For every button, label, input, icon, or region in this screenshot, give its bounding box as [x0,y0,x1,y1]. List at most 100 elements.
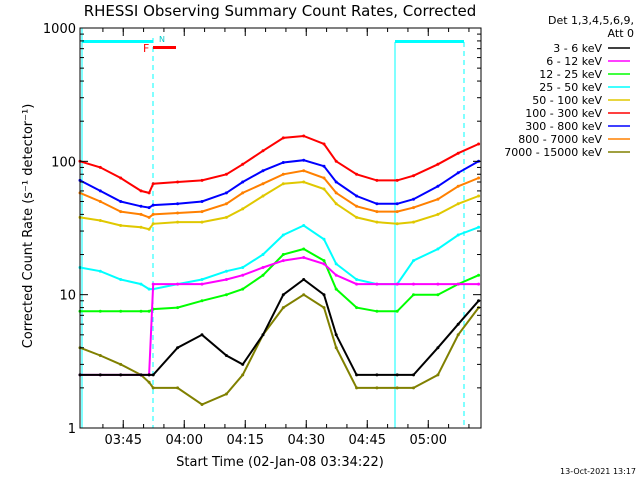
data-point [139,189,143,193]
data-point [322,176,326,180]
timestamp: 13-Oct-2021 13:17 [560,467,636,476]
data-point [224,392,228,396]
chart-title: RHESSI Observing Summary Count Rates, Co… [84,2,477,20]
data-point [456,233,460,237]
data-point [302,293,306,297]
data-point [147,287,151,291]
data-point [355,306,359,310]
series-line-7 [79,159,480,209]
series-line-1 [80,278,480,376]
data-point [334,273,338,277]
data-point [322,259,326,263]
data-point [224,172,228,176]
data-point [151,386,155,390]
series-line-9 [79,293,480,406]
legend-label: 300 - 800 keV [525,120,602,133]
data-point [241,191,245,195]
x-tick-label: 03:45 [105,433,142,448]
data-point [241,207,245,211]
x-tick-label: 04:45 [349,433,386,448]
data-point [302,278,306,281]
data-point [355,172,359,176]
data-point [375,178,379,182]
x-axis-label: Start Time (02-Jan-08 03:34:22) [176,455,384,470]
data-point [375,202,379,206]
data-point [334,191,338,195]
data-point [139,204,143,208]
data-point [322,187,326,191]
data-point [200,282,204,286]
data-point [395,282,399,286]
data-point [302,247,306,251]
data-point [395,222,399,226]
data-point [139,309,143,313]
data-point [147,206,151,210]
series-line-5 [79,180,479,231]
data-point [334,287,338,291]
data-point [98,165,102,169]
data-point [261,182,265,186]
flare-label: F [143,42,149,55]
data-point [139,282,143,286]
flare-bar [153,46,176,49]
x-tick-label: 04:30 [288,433,325,448]
data-point [119,362,123,366]
data-point [281,259,285,263]
data-point [456,202,460,206]
data-point [412,293,415,297]
data-point [281,306,285,310]
data-point [98,189,102,193]
night-periods: N [81,28,465,428]
data-point [302,158,306,162]
y-axis-label: Corrected Count Rate (s⁻¹ detector⁻¹) [21,104,36,349]
data-point [151,182,155,186]
data-point [151,373,155,377]
data-point [224,215,228,219]
data-point [281,172,285,176]
data-point [477,273,481,277]
data-point [395,373,399,377]
data-point [151,212,155,216]
legend-label: 7000 - 15000 keV [504,146,602,159]
data-point [412,386,415,390]
data-point [302,169,306,173]
data-point [147,373,151,377]
data-point [147,309,151,313]
data-point [147,215,151,219]
data-point [98,200,102,203]
legend-label: 100 - 300 keV [525,107,602,120]
data-point [151,203,155,207]
data-point [281,293,285,297]
data-point [456,184,460,188]
data-point [334,262,338,266]
data-point [355,194,359,198]
data-point [355,373,359,377]
data-point [412,197,415,201]
legend-label: 800 - 7000 keV [518,133,602,146]
data-point [98,309,102,313]
data-point [119,224,123,227]
data-point [241,180,245,184]
data-point [412,282,415,286]
data-point [395,210,399,214]
data-point [241,273,245,277]
data-point [375,220,379,224]
data-point [355,386,359,390]
data-point [261,266,265,269]
data-point [200,299,204,303]
data-point [147,227,151,231]
data-point [375,386,379,390]
data-point [147,380,151,384]
y-tick-label: 1 [68,422,76,437]
data-point [261,149,265,153]
data-point [281,233,285,237]
data-point [119,176,123,180]
data-point [241,162,245,166]
data-point [322,262,326,266]
data-point [139,373,143,377]
data-point [176,282,180,286]
data-point [334,159,338,163]
data-point [200,178,204,182]
data-point [224,202,228,206]
